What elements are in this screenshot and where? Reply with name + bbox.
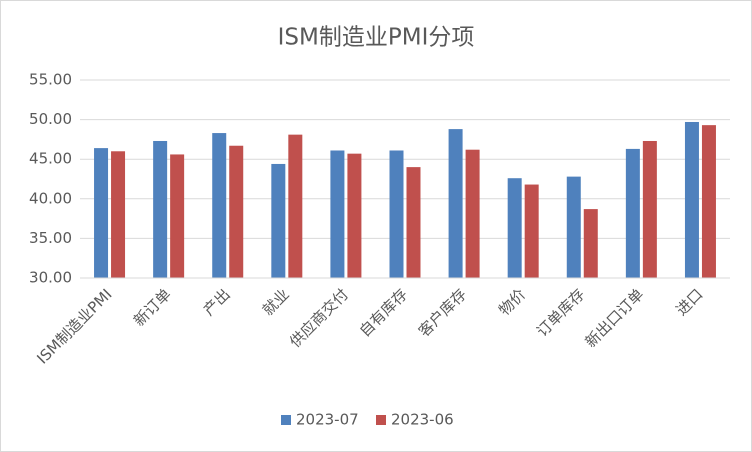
bar [389, 150, 404, 278]
bar [701, 125, 716, 278]
bar [642, 140, 657, 278]
bar [271, 163, 286, 278]
legend-swatch [281, 415, 291, 425]
bar [625, 148, 640, 278]
y-tick-label: 30.00 [29, 269, 72, 287]
chart-title: ISM制造业PMI分项 [278, 25, 475, 51]
bar [465, 149, 480, 278]
legend-swatch [376, 415, 386, 425]
bar [347, 153, 362, 278]
bar [153, 140, 168, 278]
y-tick-label: 50.00 [29, 110, 72, 128]
y-tick-label: 40.00 [29, 189, 72, 207]
bar [566, 176, 581, 278]
bar [406, 167, 421, 278]
y-tick-label: 45.00 [29, 150, 72, 168]
bar [507, 178, 522, 278]
legend-label: 2023-06 [391, 411, 454, 429]
bar [288, 134, 303, 278]
bar [170, 154, 185, 278]
bar [111, 151, 126, 278]
bar [94, 148, 109, 278]
y-tick-label: 55.00 [29, 71, 72, 89]
bar [524, 184, 539, 278]
bar [684, 121, 699, 278]
y-tick-label: 35.00 [29, 229, 72, 247]
bar [229, 145, 244, 278]
bar [330, 150, 345, 278]
bar [583, 209, 598, 278]
bar [212, 133, 227, 278]
legend-label: 2023-07 [296, 411, 359, 429]
bar [448, 129, 463, 278]
